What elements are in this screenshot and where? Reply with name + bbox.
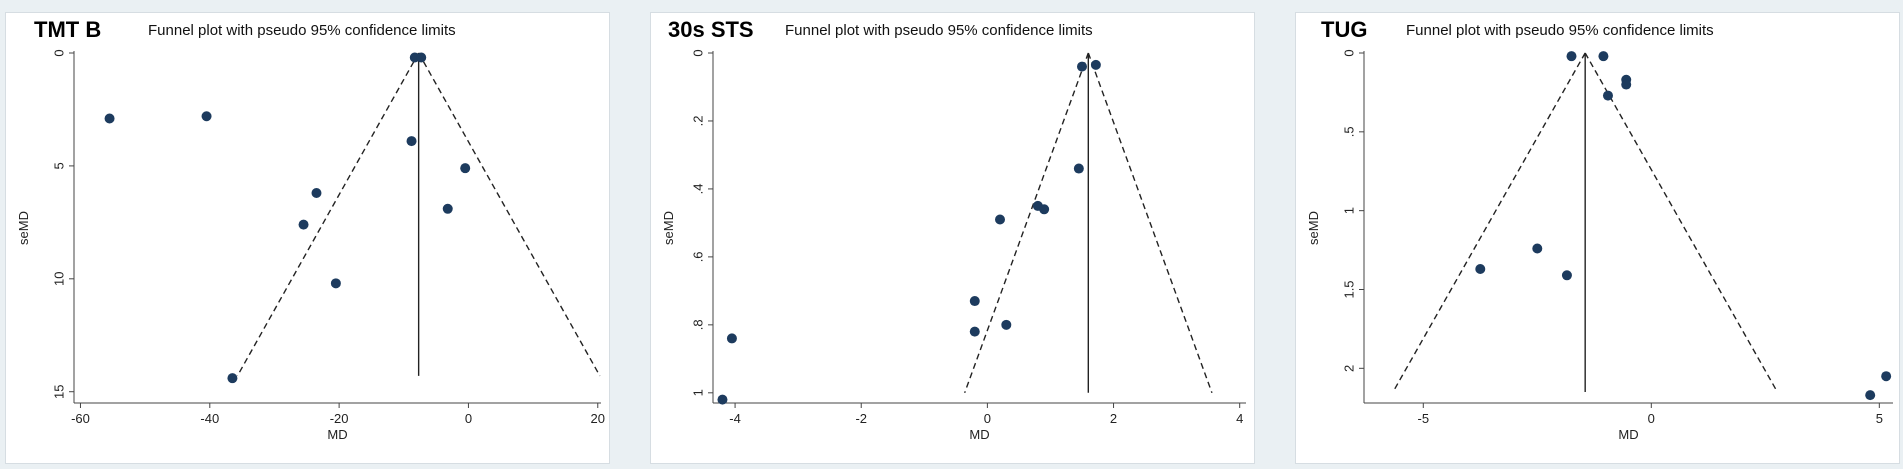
data-point xyxy=(1865,390,1876,401)
data-point xyxy=(1039,204,1050,215)
data-point xyxy=(1073,163,1084,174)
panel-label: 30s STS xyxy=(668,17,754,42)
data-point xyxy=(227,373,238,384)
chart-title: Funnel plot with pseudo 95% confidence l… xyxy=(785,22,1093,39)
data-point xyxy=(1621,79,1632,90)
data-point xyxy=(1090,59,1101,70)
y-axis-label: seMD xyxy=(16,211,31,245)
x-tick-label: 4 xyxy=(1236,411,1243,426)
data-point xyxy=(1077,61,1087,72)
x-tick-label: -40 xyxy=(200,411,219,426)
y-tick-label: 15 xyxy=(51,384,66,398)
x-tick-label: 0 xyxy=(465,411,472,426)
y-tick-label: 1.5 xyxy=(1341,280,1356,298)
data-point xyxy=(1566,51,1577,62)
ci-upper-line xyxy=(418,52,601,377)
y-tick-label: 0 xyxy=(51,49,66,56)
data-point xyxy=(969,326,980,337)
chart-title: Funnel plot with pseudo 95% confidence l… xyxy=(148,22,456,39)
data-point xyxy=(298,219,309,230)
panel-tug: TUG Funnel plot with pseudo 95% confiden… xyxy=(1295,12,1900,464)
x-tick-label: -5 xyxy=(1418,411,1430,426)
data-point xyxy=(442,203,453,214)
y-tick-label: .8 xyxy=(690,319,705,330)
data-point xyxy=(201,111,212,122)
x-axis-label: MD xyxy=(327,427,347,442)
x-tick-label: -60 xyxy=(71,411,90,426)
y-tick-label: .2 xyxy=(690,116,705,127)
panel-label: TUG xyxy=(1321,17,1367,42)
y-tick-label: 0 xyxy=(690,49,705,56)
ci-lower-line xyxy=(236,52,420,377)
data-point xyxy=(717,394,728,405)
y-tick-label: 5 xyxy=(51,162,66,169)
x-tick-label: 2 xyxy=(1110,411,1117,426)
y-tick-label: 10 xyxy=(51,272,66,286)
data-point xyxy=(1598,51,1609,62)
y-tick-label: 0 xyxy=(1341,49,1356,56)
data-point xyxy=(969,296,980,307)
x-tick-label: 20 xyxy=(591,411,605,426)
ci-upper-line xyxy=(1584,52,1778,393)
data-point xyxy=(1001,319,1012,330)
data-point xyxy=(1532,243,1543,254)
data-point xyxy=(726,333,737,344)
data-point xyxy=(311,188,322,198)
x-axis-label: MD xyxy=(969,427,989,442)
x-tick-label: 5 xyxy=(1876,411,1883,426)
data-point xyxy=(1475,263,1486,274)
panel-label: TMT B xyxy=(34,17,101,42)
x-tick-label: -2 xyxy=(855,411,867,426)
y-tick-label: .6 xyxy=(690,251,705,262)
data-point xyxy=(1561,270,1572,281)
ci-lower-line xyxy=(964,52,1089,394)
y-tick-label: 2 xyxy=(1341,365,1356,372)
x-tick-label: 0 xyxy=(1648,411,1655,426)
x-tick-label: -20 xyxy=(330,411,349,426)
panel-30s-sts: 30s STS Funnel plot with pseudo 95% conf… xyxy=(650,12,1255,464)
panel-tmt-b: TMT B Funnel plot with pseudo 95% confid… xyxy=(5,12,610,464)
data-point xyxy=(406,136,417,147)
x-tick-label: -4 xyxy=(729,411,741,426)
chart-title: Funnel plot with pseudo 95% confidence l… xyxy=(1406,22,1714,39)
y-tick-label: 1 xyxy=(1341,207,1356,214)
y-axis-label: seMD xyxy=(1306,211,1321,245)
y-tick-label: 1 xyxy=(690,389,705,396)
data-point xyxy=(1881,371,1892,382)
data-point xyxy=(416,52,427,63)
data-point xyxy=(330,278,341,289)
y-tick-label: .4 xyxy=(690,184,705,195)
data-point xyxy=(460,163,471,174)
x-tick-label: 0 xyxy=(984,411,991,426)
x-axis-label: MD xyxy=(1618,427,1638,442)
ci-lower-line xyxy=(1392,52,1586,393)
data-point xyxy=(995,214,1005,225)
data-point xyxy=(1602,90,1613,101)
y-tick-label: .5 xyxy=(1341,126,1356,137)
y-axis-label: seMD xyxy=(661,211,676,245)
ci-upper-line xyxy=(1087,52,1213,394)
data-point xyxy=(104,113,115,124)
